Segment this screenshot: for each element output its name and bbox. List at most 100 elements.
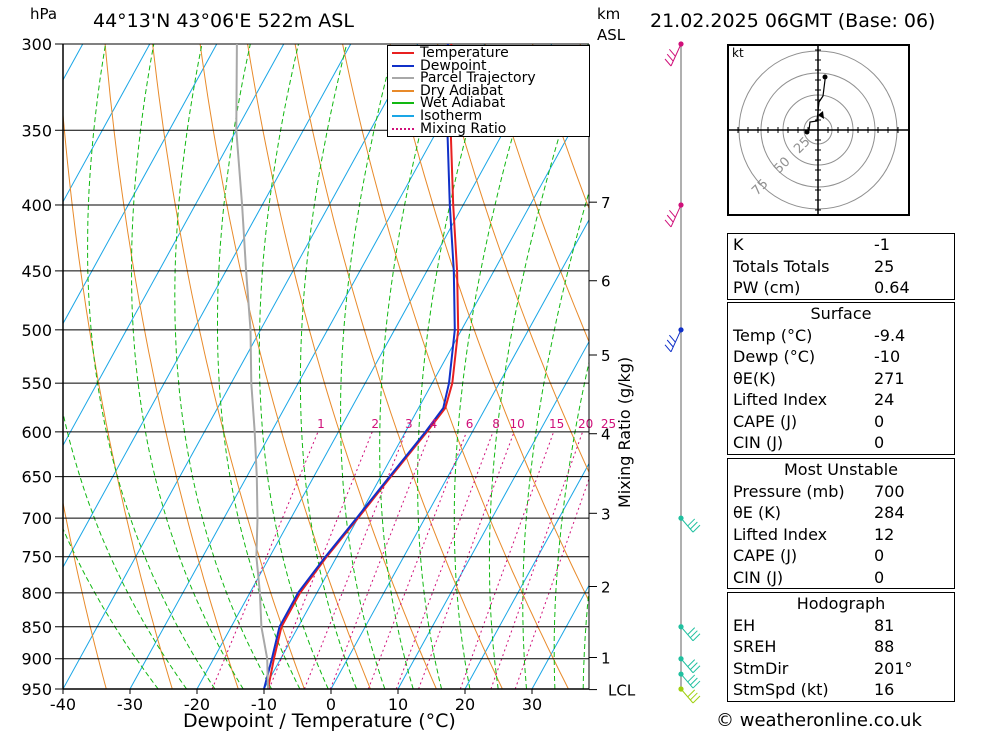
isotherm-line — [63, 44, 352, 569]
storm-motion-marker — [818, 111, 824, 119]
legend-entry: Dewpoint — [392, 57, 487, 74]
indices-table: K -1 Totals Totals 25 PW (cm) 0.64 — [727, 233, 955, 300]
mixing-ratio-line — [459, 431, 555, 689]
row-label: Lifted Index — [733, 390, 828, 409]
row-label: θE (K) — [733, 503, 781, 522]
row-value: 0 — [874, 411, 885, 431]
legend-swatch — [392, 64, 414, 67]
row-value: 0 — [874, 546, 885, 565]
pressure-tick-label: 400 — [21, 196, 52, 215]
km-tick-label: 3 — [601, 505, 611, 523]
legend-swatch — [392, 77, 414, 80]
mixing-ratio-label: 8 — [492, 417, 500, 431]
row-label: CIN (J) — [733, 567, 784, 587]
pressure-tick-label: 700 — [21, 509, 52, 528]
isotherm-line — [63, 44, 218, 325]
wet-adiabat-line — [553, 360, 589, 689]
mixing-ratio-label: 2 — [371, 417, 379, 431]
row-value: 88 — [874, 637, 895, 656]
hodograph-endpoint — [822, 74, 828, 80]
wind-barb-feather — [664, 58, 672, 67]
wet-adiabat-line — [340, 44, 396, 689]
row-label: StmDir — [733, 658, 789, 678]
isotherm-line — [0, 44, 16, 689]
row-label: θE(K) — [733, 368, 776, 388]
wind-barb-staff — [670, 329, 682, 353]
row-value: 271 — [874, 368, 905, 388]
row-label: SREH — [733, 637, 777, 656]
mixing-ratio-label: 15 — [549, 417, 564, 431]
row-label: StmSpd (kt) — [733, 680, 829, 699]
row-label: CIN (J) — [733, 433, 784, 452]
wind-barb-feather — [687, 659, 696, 667]
wet-adiabat-line — [63, 410, 188, 689]
pw-value: 0.64 — [874, 278, 910, 297]
wet-adiabat-line — [299, 44, 358, 689]
pressure-tick-label: 450 — [21, 262, 52, 281]
row-label: Dewp (°C) — [733, 347, 816, 366]
isotherm-line — [397, 340, 589, 689]
legend-entry: Dry Adiabat — [392, 82, 503, 99]
row-value: 284 — [874, 503, 905, 522]
surface-title: Surface — [810, 304, 872, 323]
km-tick-label: LCL — [608, 682, 636, 700]
mixing-ratio-label: 3 — [405, 417, 413, 431]
wind-barb-feather — [664, 219, 672, 228]
legend-label: Dry Adiabat — [420, 82, 503, 99]
wind-barb-staff — [670, 204, 682, 228]
wind-barb-feather — [669, 48, 676, 57]
x-tick-label: -40 — [50, 695, 76, 714]
hodograph-unit-label: kt — [732, 46, 744, 60]
legend-swatch — [392, 102, 414, 105]
wet-adiabat-line — [217, 44, 301, 689]
legend-label: Wet Adiabat — [420, 95, 506, 112]
wind-level-dot — [678, 202, 684, 208]
legend-swatch — [392, 127, 414, 130]
k-index-label: K — [733, 235, 744, 254]
row-value: 24 — [874, 390, 895, 409]
k-index-value: -1 — [874, 235, 890, 254]
wind-barb-feather — [690, 521, 698, 530]
legend-entry: Isotherm — [392, 108, 483, 124]
most-unstable-row: Lifted Index 12 — [728, 524, 954, 546]
most-unstable-row: θE (K) 284 — [728, 502, 954, 524]
dry-adiabat-line — [63, 500, 107, 689]
isotherm-line — [263, 97, 589, 689]
pressure-tick-label: 900 — [21, 650, 52, 669]
mixing-ratio-line — [303, 431, 407, 689]
legend-label: Dewpoint — [420, 57, 487, 74]
legend-label: Temperature — [420, 45, 509, 61]
dry-adiabat-line — [437, 44, 589, 474]
dry-adiabat-line — [63, 109, 173, 689]
isotherm-line — [464, 462, 589, 689]
mixing-ratio-line — [395, 431, 494, 689]
pressure-unit-label: hPa — [30, 5, 58, 23]
dry-adiabat-line — [247, 44, 437, 689]
wind-barb-feather — [692, 665, 701, 674]
row-label: CAPE (J) — [733, 546, 798, 565]
wind-barb-staff — [670, 43, 682, 67]
wet-adiabat-line — [417, 44, 492, 689]
dry-adiabat-line — [152, 44, 305, 689]
legend-label: Isotherm — [420, 108, 483, 124]
wind-barb-staff — [680, 688, 694, 704]
x-tick-label: 10 — [388, 695, 408, 714]
wind-barb-feather — [666, 339, 674, 348]
hodograph-startpoint — [804, 129, 810, 135]
row-value: -9.4 — [874, 325, 906, 345]
row-label: EH — [733, 615, 756, 635]
mixing-ratio-label: 20 — [578, 417, 593, 431]
most-unstable-row: Pressure (mb) 700 — [728, 481, 954, 503]
wind-barb-feather — [664, 344, 672, 353]
surface-row: θE(K) 271 — [728, 368, 954, 390]
wind-barb-feather — [692, 633, 701, 642]
legend-swatch — [392, 89, 414, 92]
pressure-tick-label: 950 — [21, 680, 52, 699]
copyright-text[interactable]: © weatheronline.co.uk — [716, 710, 922, 731]
wind-barb-staff — [680, 626, 694, 642]
hodograph-table-row: StmDir 201° — [728, 658, 954, 680]
wind-barb-feather — [690, 677, 698, 686]
x-tick-label: -20 — [184, 695, 210, 714]
